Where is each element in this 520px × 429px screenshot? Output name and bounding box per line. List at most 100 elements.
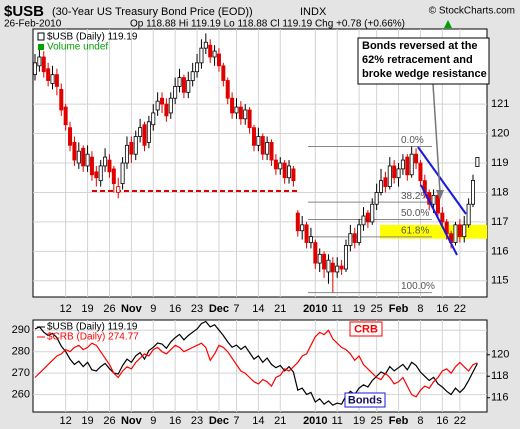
annotations: Bonds reversed at the 62% retracement an… [37,32,490,408]
candle-body [41,56,46,73]
candle-body [54,74,59,87]
candle-body [365,212,370,223]
candle-body [400,159,405,170]
candle-body [370,203,375,223]
candle-body [199,47,204,64]
candle-body [190,71,195,81]
candle-body [98,165,103,182]
candle-body [383,177,388,187]
candle-body [107,159,112,173]
candle-body [265,141,270,155]
x-tick-label: 22 [454,415,466,427]
candle-body [273,159,278,170]
candle-body [225,80,230,99]
series-line [34,329,478,398]
candle-body [216,53,221,67]
candle-body [440,212,445,223]
candle-body [251,127,256,146]
candle-body [124,144,129,164]
y-tick-label: 119 [491,157,509,169]
candle-body [409,153,414,176]
candle-body [81,147,86,167]
candle-body [475,157,480,167]
annotation-box [357,37,490,85]
series-line [34,320,478,406]
copyright: © StockCharts.com [429,6,515,17]
candle-body [85,153,90,167]
quote: Op 118.88 Hi 119.19 Lo 118.88 Cl 119.19 … [130,19,405,30]
candle-body [256,136,261,146]
x-tick-label: Feb [389,303,409,315]
candle-body [326,259,331,273]
candle-body [304,224,309,243]
x-tick-label: 19 [81,415,93,427]
legend-entry: $USB (Daily) 119.19 [47,322,138,333]
candle-body [168,97,173,114]
label-box [344,392,386,408]
candle-body [352,233,357,243]
candle-body [435,194,440,214]
x-tick-label: 9 [150,303,156,315]
x-tick-label: 26 [103,303,115,315]
x-tick-label: 16 [169,303,181,315]
y-tick-label: 121 [491,98,509,110]
x-tick-label: 16 [169,415,181,427]
y-tick-label: 117 [491,216,509,228]
x-tick-label: 12 [60,415,72,427]
candle-body [335,265,340,273]
x-tick-label: 7 [233,415,239,427]
candle-body [103,156,108,167]
y-tick-label: 290 [12,324,30,336]
candle-body [59,88,64,111]
candle-body [68,127,73,146]
x-tick-label: Dec [209,415,229,427]
y-tick-label: 120 [491,127,509,139]
candle-body [313,242,318,264]
candle-body [357,224,362,243]
fib-label: 61.8% [401,226,429,237]
label-box [349,321,383,337]
x-tick-label: Dec [209,303,229,315]
annotation-text: Bonds reversed at the [362,40,478,52]
candle-body [374,192,379,205]
x-tick-label: 16 [436,303,448,315]
x-tick-label: 11 [332,303,343,315]
y-tick-label: 260 [12,389,30,401]
candle-body [46,68,51,81]
x-tick-label: 19 [81,303,93,315]
candle-body [291,168,296,182]
candle-body [278,162,283,170]
candle-body [221,65,226,81]
candle-body [247,109,252,129]
candle-body [317,253,322,264]
symbol: $USB [4,3,44,20]
candle-body [164,103,169,117]
wedge-line [417,146,467,215]
candle-body [120,162,125,185]
candle-body [181,77,186,93]
candle-body [33,62,38,76]
legend-icon [38,44,44,50]
x-tick-label: 22 [454,303,466,315]
arrow [432,83,441,193]
x-tick-label: 16 [436,415,448,427]
candle-body [418,162,423,182]
legend-entry: Volume undef [47,42,108,53]
candle-body [405,156,410,176]
y-tick-label: 116 [491,245,509,257]
candle-body [177,77,182,87]
candle-body [387,165,392,187]
x-tick-label: 23 [191,303,203,315]
x-tick-label: 2010 [303,415,327,427]
indicator-panel [32,319,488,413]
up-arrow [444,20,452,28]
annotation-text: 62% retracement and [362,54,473,66]
arrow-head [436,190,444,200]
candle-body [138,127,143,137]
bonds-label: Bonds [348,394,382,406]
candle-body [287,165,292,179]
candle-body [466,203,471,226]
candle-body [208,44,213,58]
